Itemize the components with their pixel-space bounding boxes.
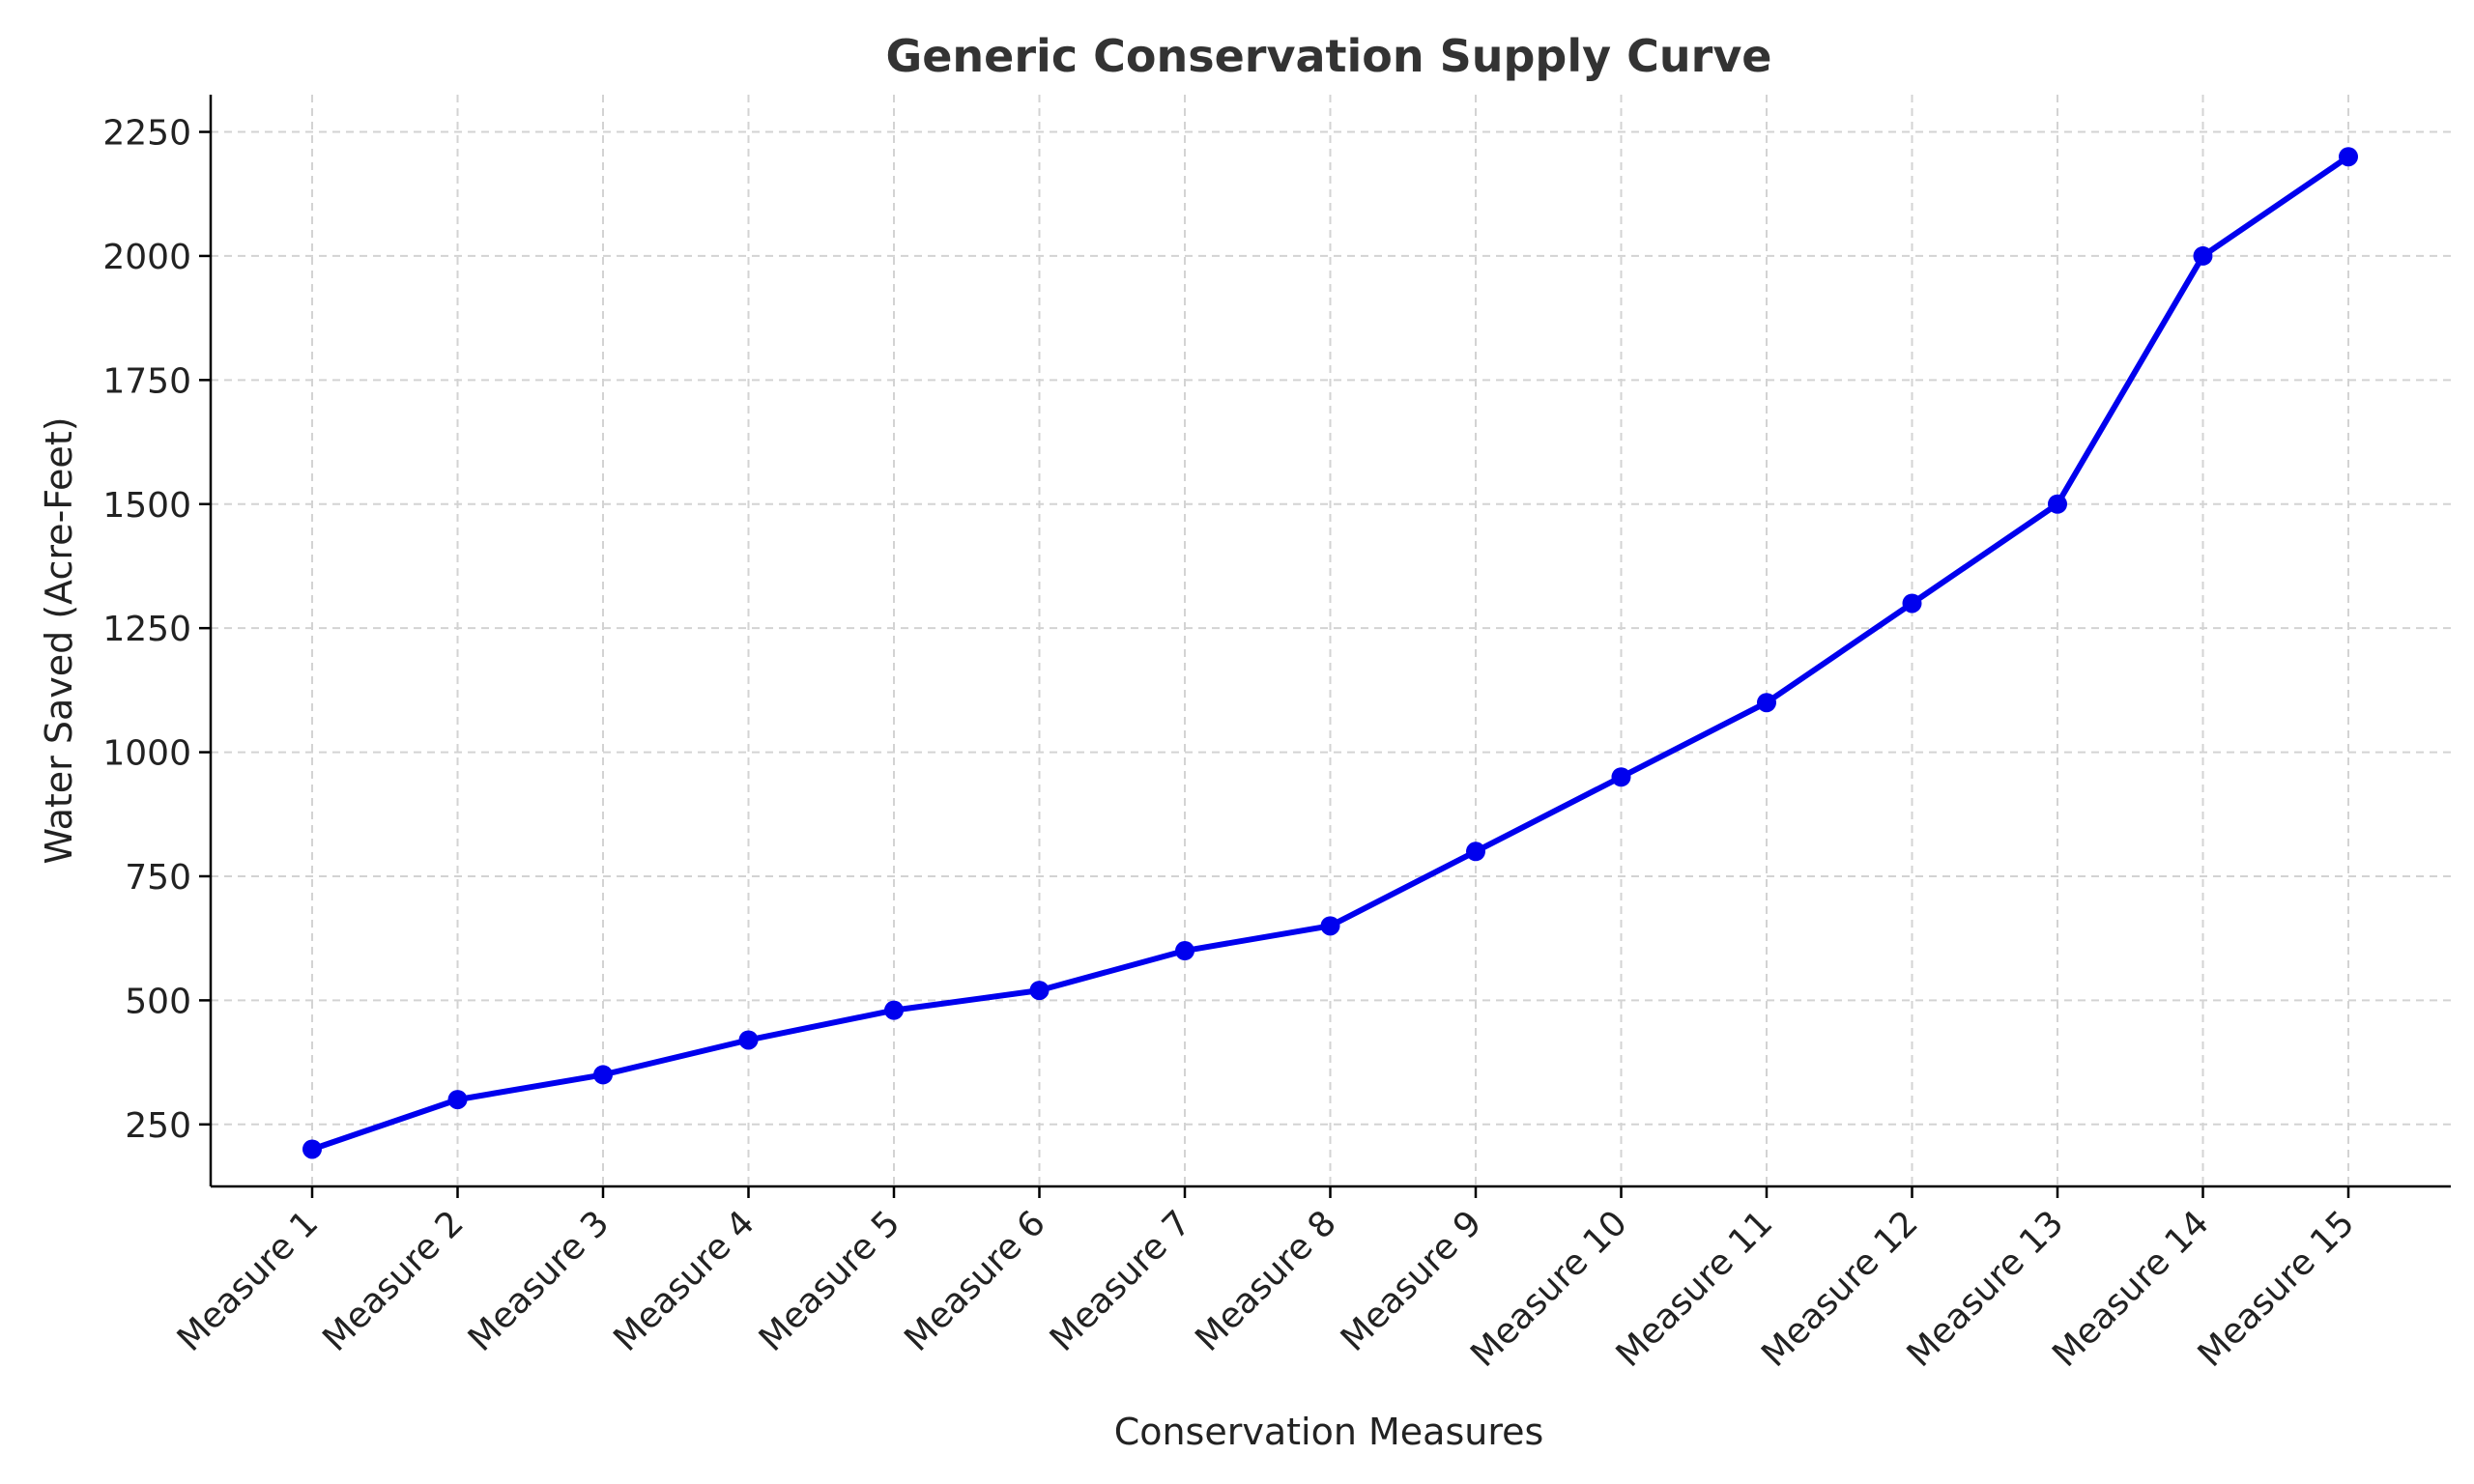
- data-point: [1320, 916, 1340, 936]
- x-tick-label: Measure 10: [1463, 1203, 1635, 1375]
- data-point: [2339, 147, 2358, 167]
- data-point: [302, 1139, 322, 1159]
- chart-title: Generic Conservation Supply Curve: [885, 30, 1771, 82]
- x-tick-label: Measure 7: [1043, 1203, 1198, 1358]
- y-axis-label: Water Saved (Acre-Feet): [38, 416, 80, 864]
- data-point: [738, 1030, 759, 1050]
- x-tick-label: Measure 3: [461, 1203, 617, 1358]
- data-point: [1611, 767, 1631, 787]
- data-point: [447, 1090, 468, 1110]
- series: [302, 147, 2358, 1159]
- y-tick-label: 750: [125, 858, 191, 898]
- y-tick-label: 500: [125, 982, 191, 1021]
- grid: [211, 95, 2451, 1186]
- data-point: [1175, 941, 1194, 961]
- x-axis-label: Conservation Measures: [1114, 1411, 1544, 1453]
- y-tick-label: 1750: [102, 361, 191, 401]
- x-tick-label: Measure 8: [1188, 1203, 1343, 1358]
- y-tick-label: 250: [125, 1106, 191, 1146]
- x-tick-label: Measure 5: [752, 1203, 907, 1358]
- data-point: [1902, 593, 1922, 614]
- data-point: [1029, 981, 1050, 1001]
- x-tick-label: Measure 15: [2191, 1203, 2363, 1375]
- x-tick-label: Measure 13: [1900, 1203, 2072, 1375]
- y-tick-label: 2000: [102, 238, 191, 277]
- x-tick-label: Measure 6: [897, 1203, 1052, 1358]
- x-tick-label: Measure 1: [170, 1203, 326, 1358]
- x-tick-label: Measure 2: [315, 1203, 471, 1358]
- x-tick-label: Measure 4: [606, 1203, 762, 1358]
- y-tick-label: 1000: [102, 734, 191, 774]
- x-tick-label: Measure 9: [1334, 1203, 1489, 1358]
- y-tick-label: 1500: [102, 486, 191, 526]
- x-tick-label: Measure 14: [2045, 1203, 2217, 1375]
- data-point: [2048, 494, 2067, 514]
- data-point: [2193, 245, 2213, 266]
- data-point: [593, 1065, 613, 1085]
- y-tick-label: 1250: [102, 610, 191, 649]
- data-point: [1466, 842, 1485, 862]
- y-ticks: 250 500 750 1000 1250 1500 1750 2000 2250: [102, 114, 211, 1146]
- data-point: [1757, 693, 1776, 713]
- y-tick-label: 2250: [102, 114, 191, 154]
- x-tick-label: Measure 11: [1609, 1203, 1781, 1375]
- x-tick-label: Measure 12: [1754, 1203, 1926, 1375]
- data-point: [884, 1000, 904, 1020]
